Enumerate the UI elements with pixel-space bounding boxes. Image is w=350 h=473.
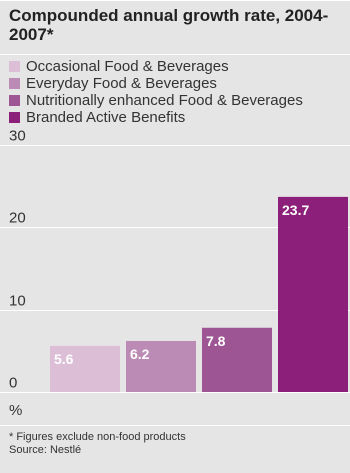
legend-label: Everyday Food & Beverages bbox=[26, 75, 217, 92]
legend-swatch bbox=[9, 95, 20, 106]
legend-item-occasional: Occasional Food & Beverages bbox=[9, 58, 303, 75]
title-divider bbox=[0, 54, 350, 55]
bar bbox=[202, 327, 272, 392]
top-rule bbox=[0, 0, 350, 1]
legend-item-everyday: Everyday Food & Beverages bbox=[9, 75, 303, 92]
bar bbox=[278, 196, 348, 392]
bar bbox=[126, 340, 196, 392]
bar-value-label: 23.7 bbox=[282, 202, 309, 218]
legend: Occasional Food & Beverages Everyday Foo… bbox=[9, 58, 303, 126]
legend-label: Nutritionally enhanced Food & Beverages bbox=[26, 92, 303, 109]
legend-label: Branded Active Benefits bbox=[26, 109, 186, 126]
bar-value-label: 7.8 bbox=[206, 333, 226, 349]
y-tick-label: 30 bbox=[9, 128, 26, 145]
footnote: * Figures exclude non-food products bbox=[9, 431, 186, 443]
legend-item-nutritionally-enhanced: Nutritionally enhanced Food & Beverages bbox=[9, 92, 303, 109]
legend-swatch bbox=[9, 61, 20, 72]
source-note: Source: Nestlé bbox=[9, 444, 82, 456]
bar bbox=[50, 345, 120, 392]
legend-item-branded-active: Branded Active Benefits bbox=[9, 109, 303, 126]
legend-label: Occasional Food & Beverages bbox=[26, 58, 229, 75]
footnote-divider bbox=[0, 425, 350, 426]
bar-value-label: 6.2 bbox=[130, 346, 150, 362]
y-tick-label: 20 bbox=[9, 210, 26, 227]
legend-swatch bbox=[9, 78, 20, 89]
y-tick-label: 0 bbox=[9, 375, 17, 392]
y-axis-unit-label: % bbox=[9, 402, 22, 419]
bar-value-label: 5.6 bbox=[54, 351, 74, 367]
chart-title: Compounded annual growth rate, 2004-2007… bbox=[9, 6, 329, 44]
y-tick-label: 10 bbox=[9, 293, 26, 310]
legend-swatch bbox=[9, 112, 20, 123]
